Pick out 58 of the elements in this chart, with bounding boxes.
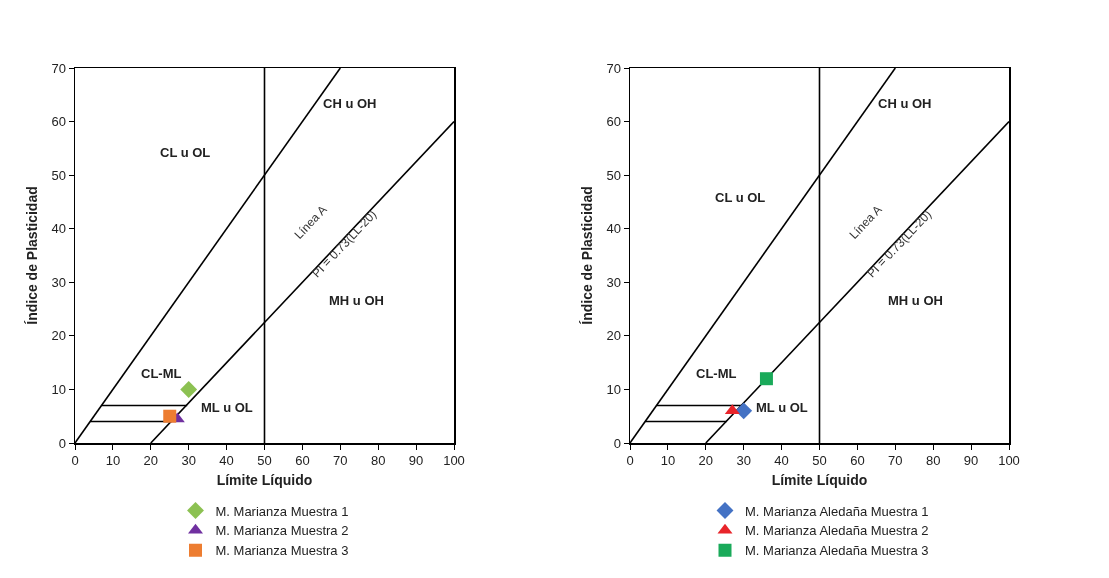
x-tick-label: 50 (257, 453, 272, 469)
y-tick-label: 0 (613, 435, 621, 451)
legend-label: M. Marianza Aledaña Muestra 2 (745, 523, 929, 539)
y-tick-label: 70 (51, 60, 66, 76)
y-tick-label: 30 (606, 274, 621, 290)
x-tick-label: 80 (370, 453, 386, 469)
y-tick-label: 10 (606, 381, 621, 397)
x-tick-label: 60 (295, 453, 310, 469)
x-tick-label: 80 (925, 453, 941, 469)
x-tick-label: 30 (736, 453, 751, 469)
x-tick-label: 60 (850, 453, 865, 469)
x-tick-label: 70 (333, 453, 348, 469)
x-tick-label: 100 (443, 453, 465, 469)
annotation: CL u OL (715, 190, 766, 205)
x-tick-label: 70 (888, 453, 903, 469)
annotation: CL u OL (160, 145, 211, 160)
y-tick-label: 50 (51, 167, 66, 183)
x-tick-label: 0 (71, 453, 79, 469)
x-tick-label: 40 (219, 453, 234, 469)
x-tick-label: 50 (812, 453, 827, 469)
y-tick-label: 20 (51, 328, 66, 344)
y-tick-label: 0 (58, 435, 66, 451)
y-tick-label: 60 (606, 114, 621, 130)
legend-label: M. Marianza Muestra 2 (215, 523, 349, 539)
annotation: CH u OH (323, 96, 377, 111)
x-tick-label: 10 (105, 453, 121, 469)
x-tick-label: 100 (998, 453, 1020, 469)
legend-label: M. Marianza Aledaña Muestra 1 (745, 503, 929, 519)
y-tick-label: 10 (51, 381, 66, 397)
legend-label: M. Marianza Muestra 3 (215, 543, 349, 559)
x-tick-label: 10 (660, 453, 676, 469)
y-tick-label: 70 (606, 60, 621, 76)
y-tick-label: 50 (606, 167, 621, 183)
x-tick-label: 30 (181, 453, 196, 469)
annotation: CH u OH (878, 96, 932, 111)
annotation: ML u OL (756, 400, 808, 415)
x-tick-label: 20 (698, 453, 714, 469)
y-axis-title: Índice de Plasticidad (579, 186, 596, 325)
x-tick-label: 90 (408, 453, 424, 469)
x-axis-title: Límite Líquido (771, 472, 868, 489)
y-axis-title: Índice de Plasticidad (24, 186, 41, 325)
annotation: CL-ML (141, 366, 182, 381)
x-tick-label: 0 (626, 453, 634, 469)
x-tick-label: 20 (143, 453, 159, 469)
legend-label: M. Marianza Muestra 1 (215, 503, 349, 519)
y-tick-label: 60 (51, 114, 66, 130)
y-tick-label: 40 (606, 221, 621, 237)
annotation: ML u OL (201, 400, 253, 415)
x-tick-label: 90 (963, 453, 979, 469)
annotation: CL-ML (696, 366, 737, 381)
x-axis-title: Límite Líquido (216, 472, 313, 489)
annotation: MH u OH (888, 293, 943, 308)
y-tick-label: 20 (606, 328, 621, 344)
y-tick-label: 40 (51, 221, 66, 237)
y-tick-label: 30 (51, 274, 66, 290)
legend-label: M. Marianza Aledaña Muestra 3 (745, 543, 929, 559)
x-tick-label: 40 (774, 453, 789, 469)
annotation: MH u OH (329, 293, 384, 308)
